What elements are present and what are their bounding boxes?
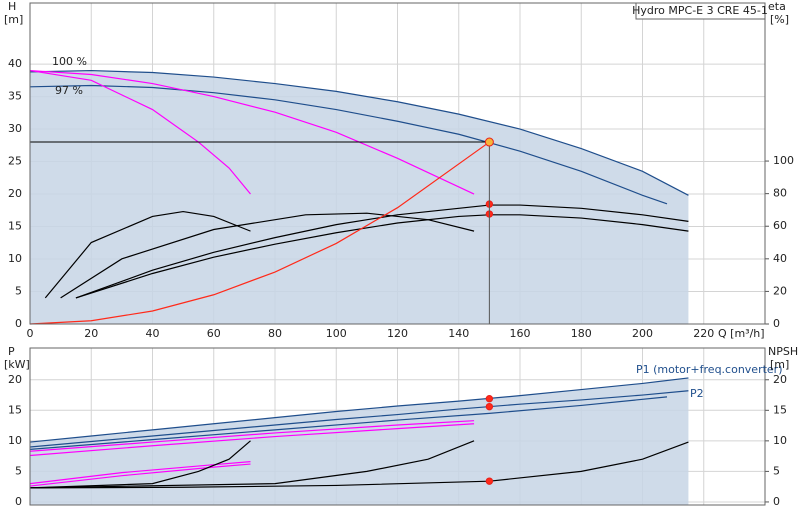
curve-label: 97 %: [55, 84, 83, 97]
y-tick-label: 10: [8, 434, 22, 447]
x-tick-label: 220: [693, 327, 714, 340]
curve: [29, 463, 251, 487]
curve: [29, 84, 668, 205]
y-tick-label: 20: [8, 187, 22, 200]
curve: [29, 69, 689, 196]
y2-tick-label: 40: [773, 252, 787, 265]
x-tick-label: 100: [326, 327, 347, 340]
x-tick-label: 140: [448, 327, 469, 340]
y2-tick-label: 5: [773, 464, 780, 477]
x-tick-label: 20: [84, 327, 98, 340]
y2-tick-label: 80: [773, 187, 787, 200]
y2-tick-label: 20: [773, 284, 787, 297]
curve: [44, 210, 251, 299]
y-tick-label: 15: [8, 403, 22, 416]
y2-tick-label: 0: [773, 317, 780, 330]
x-tick-label: 60: [207, 327, 221, 340]
curve: [29, 377, 689, 443]
x-tick-label: 200: [632, 327, 653, 340]
y-tick-label: 20: [8, 373, 22, 386]
x-tick-label: 160: [510, 327, 531, 340]
annotation-box: [635, 2, 766, 20]
y-tick-label: 30: [8, 122, 22, 135]
curve: [29, 420, 475, 452]
y-axis-unit: [kW]: [4, 358, 30, 371]
y-tick-label: 5: [15, 285, 22, 298]
y2-tick-label: 20: [773, 373, 787, 386]
y2-tick-label: 15: [773, 403, 787, 416]
curve: [29, 69, 475, 195]
duty-point: [485, 477, 494, 485]
y2-tick-label: 0: [773, 495, 780, 508]
y2-tick-label: 60: [773, 219, 787, 232]
y-tick-label: 15: [8, 220, 22, 233]
curve-label: P1 (motor+freq.converter): [636, 363, 783, 376]
curve: [29, 396, 668, 451]
curve: [29, 461, 251, 485]
x-tick-label: 0: [27, 327, 34, 340]
duty-point: [484, 137, 494, 147]
y2-axis-label: NPSH: [768, 345, 798, 358]
x-tick-label: 40: [146, 327, 160, 340]
duty-point: [485, 395, 494, 403]
y-tick-label: 40: [8, 57, 22, 70]
y2-tick-label: 10: [773, 434, 787, 447]
x-tick-label: 120: [387, 327, 408, 340]
y2-axis-label: eta: [768, 0, 786, 13]
y2-axis-unit: [m]: [770, 358, 789, 371]
duty-point: [485, 402, 494, 411]
operating-area: [30, 70, 689, 324]
y-tick-label: 5: [15, 464, 22, 477]
curve: [29, 390, 689, 448]
curve-label: P2: [690, 387, 704, 400]
curve: [75, 204, 689, 299]
curve-label: 100 %: [52, 55, 87, 68]
y-tick-label: 10: [8, 252, 22, 265]
y2-tick-label: 100: [773, 154, 794, 167]
plot-border: [29, 2, 766, 325]
y-tick-label: 35: [8, 90, 22, 103]
curve: [29, 141, 490, 325]
operating-area: [30, 377, 689, 505]
curve: [29, 423, 475, 457]
y-tick-label: 0: [15, 317, 22, 330]
x-tick-label: 80: [268, 327, 282, 340]
curve: [60, 212, 475, 299]
y-axis-unit: [m]: [4, 13, 23, 26]
x-tick-label: 180: [571, 327, 592, 340]
plot-border: [29, 347, 766, 506]
y-axis-label: H: [8, 0, 16, 13]
curve: [29, 69, 251, 195]
y-tick-label: 25: [8, 155, 22, 168]
y-tick-label: 0: [15, 495, 22, 508]
y2-axis-unit: [%]: [770, 13, 789, 26]
x-axis-label: Q [m³/h]: [718, 327, 765, 340]
curve: [29, 440, 475, 489]
curve: [29, 440, 251, 489]
y-axis-label: P: [8, 345, 15, 358]
annotation: Hydro MPC-E 3 CRE 45-1: [632, 4, 768, 17]
